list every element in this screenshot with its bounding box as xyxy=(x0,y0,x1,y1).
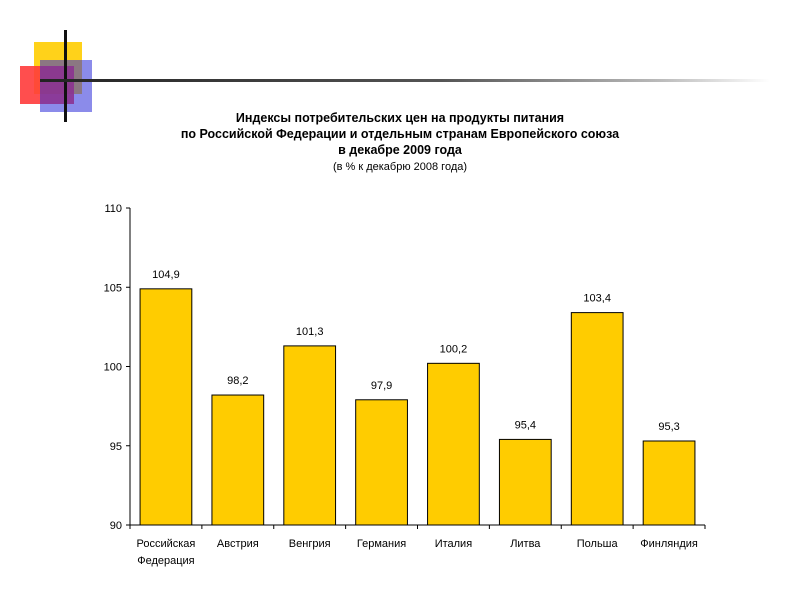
chart-subtitle: (в % к декабрю 2008 года) xyxy=(332,161,468,173)
decor-vertical-line xyxy=(64,30,67,122)
category-label: Литва xyxy=(510,538,541,550)
value-label: 103,4 xyxy=(583,293,611,305)
chart-title-line-3: в декабре 2009 года xyxy=(338,143,462,157)
category-label: Венгрия xyxy=(289,538,331,550)
category-label: Федерация xyxy=(137,555,194,567)
y-tick-label: 110 xyxy=(104,203,122,215)
category-label: Российская xyxy=(136,538,195,550)
decor-horizontal-line xyxy=(40,79,770,82)
value-label: 104,9 xyxy=(152,269,180,281)
bar xyxy=(211,394,265,526)
chart-title-line-1: Индексы потребительских цен на продукты … xyxy=(235,111,565,125)
category-label: Германия xyxy=(357,538,406,550)
y-tick-label: 90 xyxy=(110,520,122,532)
chart-title-line-2: по Российской Федерации и отдельным стра… xyxy=(180,127,620,141)
category-label: Австрия xyxy=(217,538,259,550)
category-label: Финляндия xyxy=(640,538,698,550)
category-label: Польша xyxy=(577,538,619,550)
y-tick-label: 105 xyxy=(104,282,122,294)
value-label: 98,2 xyxy=(227,375,248,387)
bar xyxy=(139,288,193,526)
bar xyxy=(498,438,552,526)
value-label: 95,3 xyxy=(658,421,679,433)
bar xyxy=(570,312,624,526)
value-label: 100,2 xyxy=(440,343,468,355)
value-label: 101,3 xyxy=(296,326,324,338)
bar xyxy=(642,440,696,526)
y-tick-label: 95 xyxy=(110,441,122,453)
bar xyxy=(427,362,480,526)
bar xyxy=(283,345,337,526)
y-tick-label: 100 xyxy=(104,362,122,374)
value-label: 95,4 xyxy=(515,419,536,431)
value-label: 97,9 xyxy=(371,380,392,392)
chart-title-block: Индексы потребительских цен на продукты … xyxy=(100,110,700,175)
category-label: Италия xyxy=(435,538,473,550)
bar xyxy=(355,399,408,526)
